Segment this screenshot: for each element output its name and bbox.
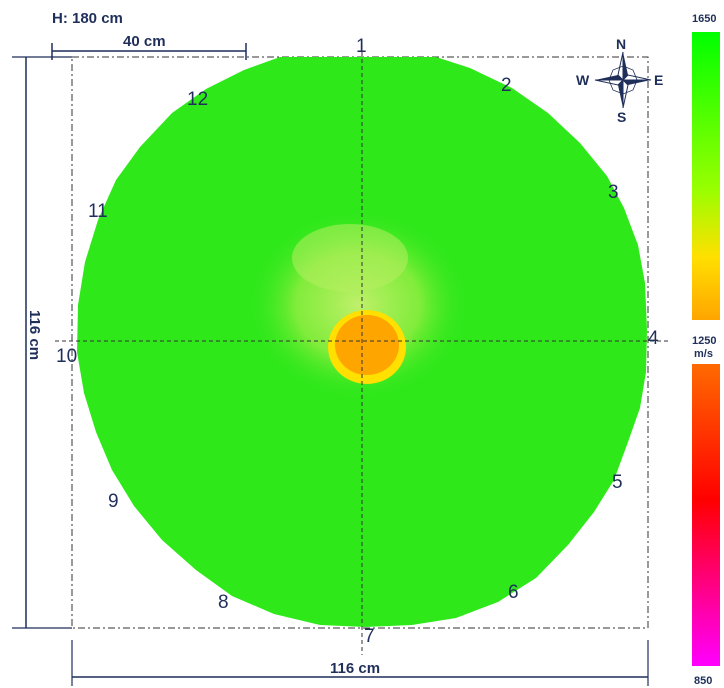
- legend-bar-lower: [692, 364, 720, 666]
- compass-w: W: [576, 72, 590, 88]
- top-scale-label: 40 cm: [123, 33, 166, 50]
- tomogram-halo-upper: [292, 224, 408, 292]
- tomogram-core: [335, 315, 399, 375]
- bottom-dimension-line: [71, 640, 649, 686]
- sensor-7: 7: [364, 626, 375, 647]
- sensor-4: 4: [648, 328, 659, 349]
- sensor-5: 5: [612, 472, 623, 493]
- left-dimension-label: 116 cm: [26, 310, 43, 360]
- compass-rose-icon: [594, 51, 652, 109]
- height-label: H: 180 cm: [52, 10, 123, 27]
- compass-n: N: [616, 36, 626, 52]
- legend-bottom-value: 850: [694, 675, 712, 687]
- compass-s: S: [617, 109, 626, 125]
- legend-bar-upper: [692, 32, 720, 320]
- sensor-9: 9: [108, 491, 119, 512]
- sensor-6: 6: [508, 582, 519, 603]
- legend-unit: m/s: [694, 348, 713, 360]
- sensor-2: 2: [501, 75, 512, 96]
- compass-e: E: [654, 72, 663, 88]
- sensor-8: 8: [218, 592, 229, 613]
- sensor-12: 12: [187, 89, 208, 110]
- left-dimension-line: [12, 56, 72, 629]
- legend-top-value: 1650: [692, 13, 716, 25]
- sensor-11: 11: [88, 201, 108, 222]
- sensor-3: 3: [608, 182, 619, 203]
- legend-mid-value: 1250: [692, 335, 716, 347]
- sensor-10: 10: [56, 346, 77, 367]
- bottom-dimension-label: 116 cm: [330, 660, 380, 677]
- sensor-1: 1: [356, 36, 367, 57]
